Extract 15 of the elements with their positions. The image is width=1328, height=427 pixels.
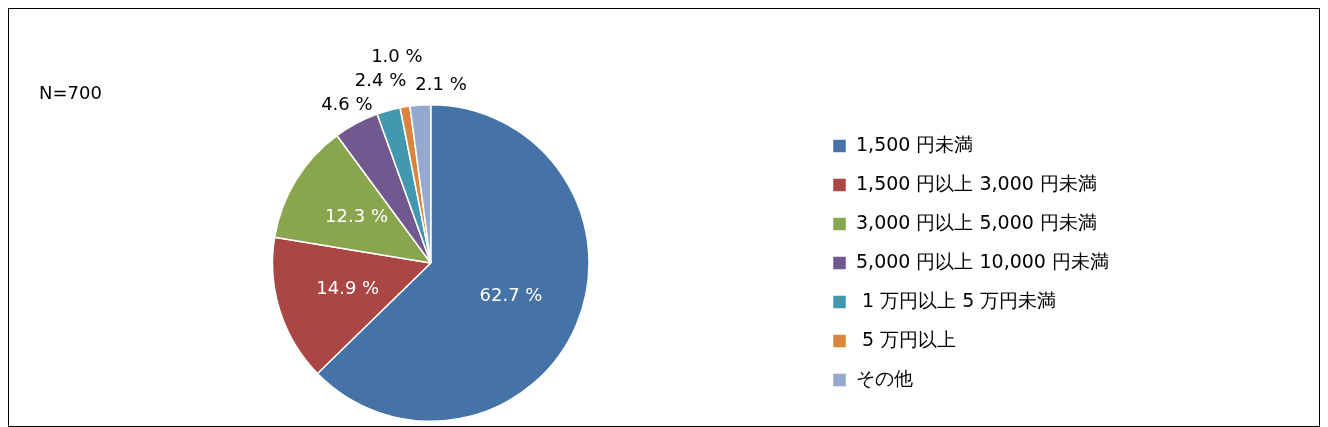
data-label: 14.9 % xyxy=(316,276,380,298)
text: N=700 xyxy=(39,81,102,103)
legend-label: その他 xyxy=(856,366,914,389)
data-label: 2.1 % xyxy=(415,72,467,94)
legend-label: 3,000 円以上 5,000 円未満 xyxy=(856,210,1097,233)
data-label: 4.6 % xyxy=(321,93,373,115)
data-label: 62.7 % xyxy=(479,284,543,306)
data-label: 1.0 % xyxy=(371,45,423,67)
data-label: 12.3 % xyxy=(325,205,388,227)
legend-label: 1 万円以上 5 万円未満 xyxy=(856,288,1057,311)
legend-label: 1,500 円以上 3,000 円未満 xyxy=(856,171,1097,194)
legend-label: 5 万円以上 xyxy=(856,327,957,350)
data-label: 2.4 % xyxy=(354,69,407,91)
legend-label: 1,500 円未満 xyxy=(856,132,974,155)
legend-label: 5,000 円以上 10,000 円未満 xyxy=(856,249,1110,272)
